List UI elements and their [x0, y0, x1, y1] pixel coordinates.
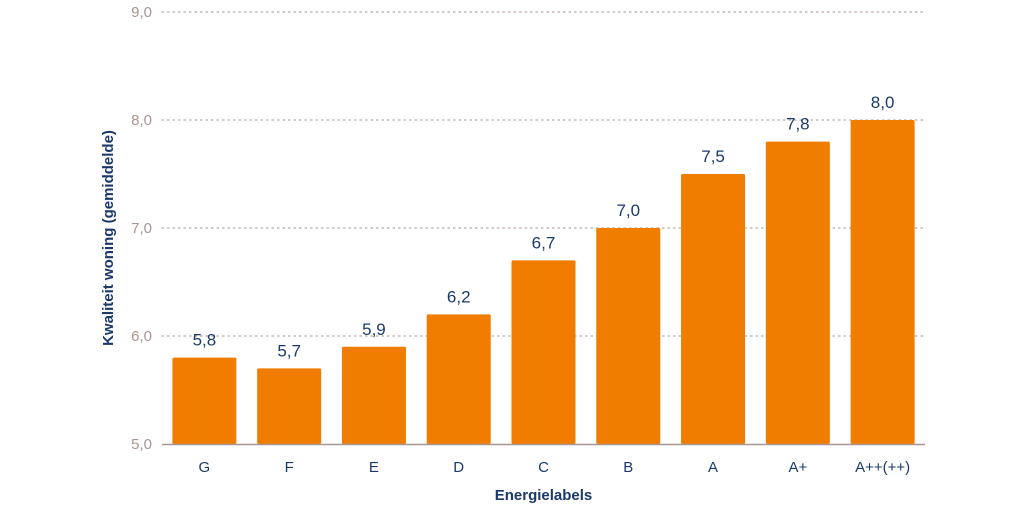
- x-axis-title: Energielabels: [495, 487, 593, 504]
- bar-G: [172, 357, 237, 444]
- x-tick-label: C: [538, 459, 549, 476]
- data-label: 5,7: [277, 341, 301, 360]
- bars: [172, 120, 915, 444]
- y-tick-labels: 5,0 6,0 7,0 8,0 9,0: [131, 4, 152, 453]
- bar-A+: [765, 141, 830, 444]
- x-tick-label: A++(++): [855, 459, 910, 476]
- data-label: 5,8: [193, 331, 217, 350]
- x-tick-label: F: [285, 459, 294, 476]
- x-tick-label: E: [369, 459, 379, 476]
- x-tick-label: A: [708, 459, 718, 476]
- y-tick-label: 6,0: [131, 328, 152, 345]
- y-tick-label: 8,0: [131, 112, 152, 129]
- data-label: 5,9: [362, 320, 386, 339]
- bar-C: [511, 260, 576, 444]
- bar-A++(++): [850, 120, 915, 444]
- data-label: 7,0: [616, 201, 640, 220]
- bar-A: [681, 174, 746, 444]
- bar-E: [341, 346, 406, 444]
- x-tick-labels: G F E D C B A A+ A++(++): [199, 459, 911, 476]
- data-label: 8,0: [871, 93, 895, 112]
- data-label: 6,2: [447, 287, 471, 306]
- y-axis-title: Kwaliteit woning (gemiddelde): [100, 130, 117, 346]
- y-tick-label: 9,0: [131, 4, 152, 21]
- x-tick-label: D: [453, 459, 464, 476]
- x-tick-label: G: [199, 459, 211, 476]
- bar-D: [426, 314, 491, 444]
- data-label: 6,7: [532, 233, 556, 252]
- bar-F: [257, 368, 322, 444]
- data-label: 7,8: [786, 115, 810, 134]
- x-tick-label: A+: [788, 459, 807, 476]
- data-labels: 5,8 5,7 5,9 6,2 6,7 7,0 7,5 7,8 8,0: [193, 93, 895, 360]
- x-tick-label: B: [623, 459, 633, 476]
- bar-B: [596, 228, 661, 444]
- data-label: 7,5: [701, 147, 725, 166]
- y-tick-label: 7,0: [131, 220, 152, 237]
- y-tick-label: 5,0: [131, 436, 152, 453]
